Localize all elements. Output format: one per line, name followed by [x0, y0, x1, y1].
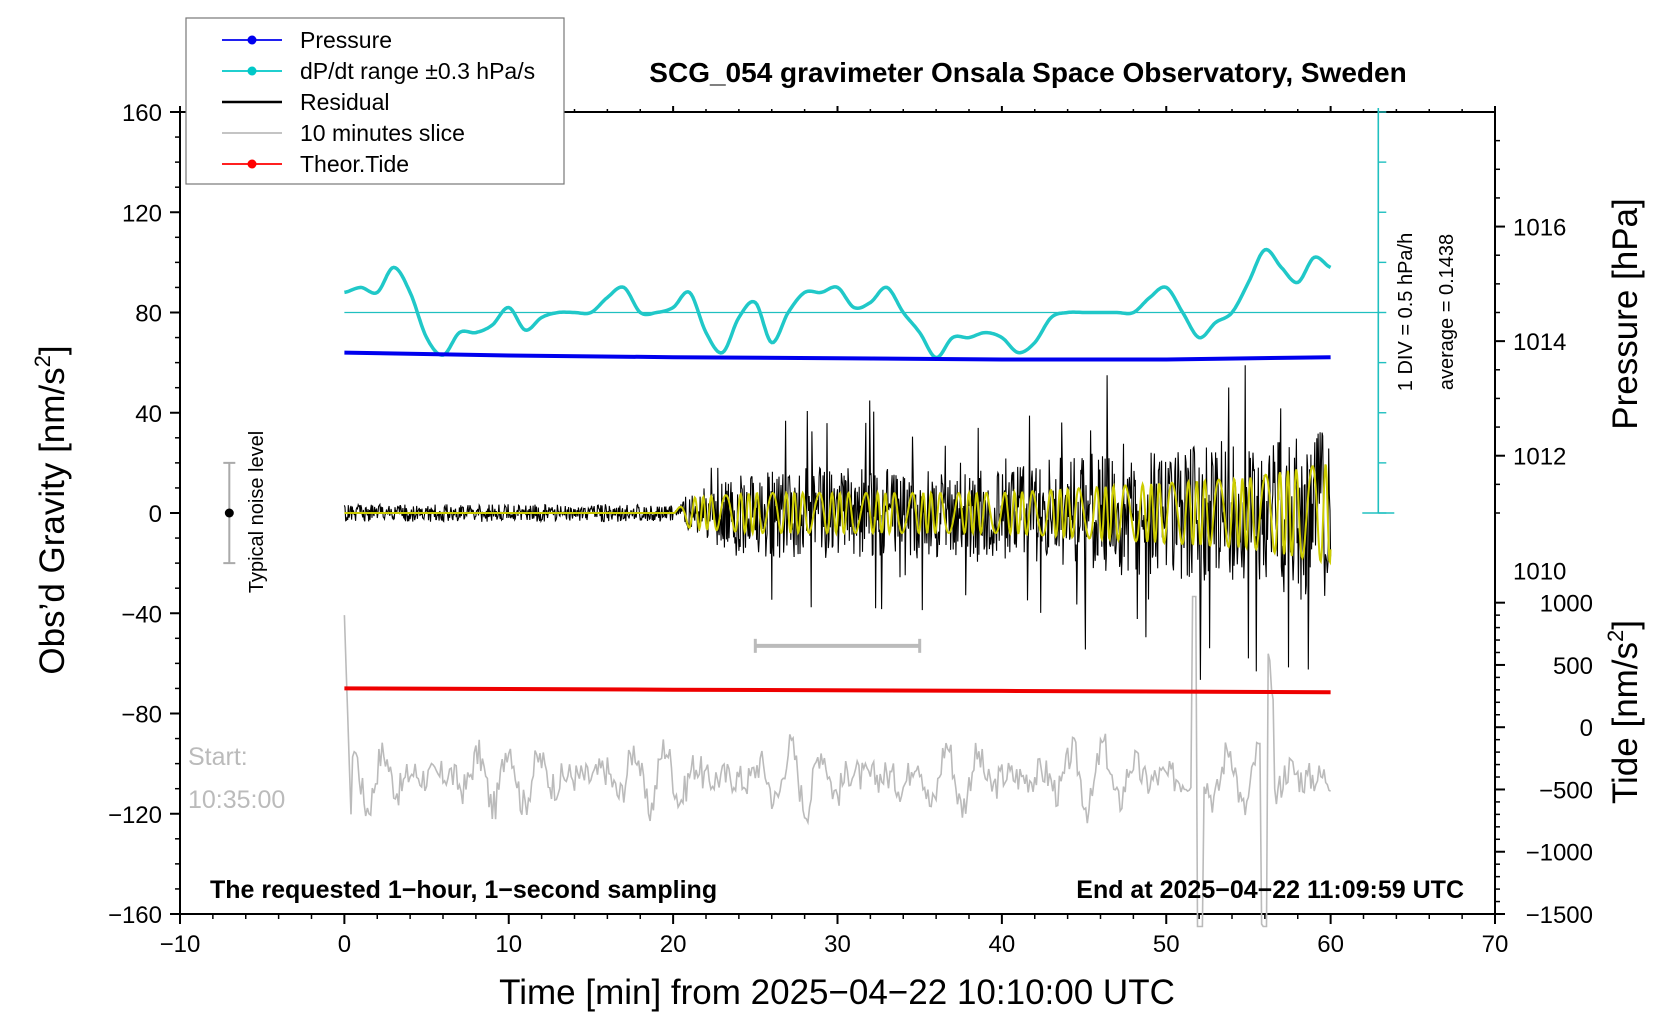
y-axis-label-left-sup: 2	[30, 355, 55, 367]
legend-marker	[247, 35, 257, 45]
x-tick-label: 40	[989, 931, 1016, 958]
start-time: 10:35:00	[188, 786, 285, 814]
x-axis-ticks: −10 0 10 20 30 40 50 60 70	[160, 106, 1509, 958]
y-axis-label-left: Obs’d Gravity [nm/s2]	[30, 345, 72, 674]
pressure-tick-label: 1012	[1513, 444, 1566, 471]
noise-center-dot	[224, 508, 234, 518]
residual-series-line	[343, 365, 1332, 680]
y-axis-label-left-end: ]	[33, 345, 72, 355]
legend-marker	[247, 159, 257, 169]
pressure-series-line	[344, 350, 1331, 362]
pressure-tick-label: 1014	[1513, 329, 1566, 356]
footer-sampling-label: The requested 1−hour, 1−second sampling	[210, 876, 717, 904]
tide-axis-label-text: Tide [nm/s	[1606, 642, 1645, 804]
dpdt-series-line	[344, 247, 1332, 360]
tide-axis-label: Tide [nm/s2]	[1603, 620, 1645, 804]
legend-label: dP/dt range ±0.3 hPa/s	[300, 58, 535, 84]
legend-marker	[247, 66, 257, 76]
y-tick-label: −120	[108, 802, 162, 829]
pressure-average-label: average = 0.1438	[1436, 234, 1458, 390]
y-tick-label: −80	[121, 702, 162, 729]
pressure-axis-ticks: 1016 1014 1012 1010	[1495, 139, 1566, 585]
footer-end-time-label: End at 2025−04−22 11:09:59 UTC	[1076, 876, 1464, 904]
legend-label: Pressure	[300, 27, 392, 53]
tide-axis-label-sup: 2	[1603, 630, 1628, 642]
noise-level-indicator	[223, 461, 236, 565]
legend-label: Theor.Tide	[300, 151, 409, 177]
legend: Pressure dP/dt range ±0.3 hPa/s Residual 10…	[222, 27, 535, 177]
noise-level-label: Typical noise level	[246, 431, 268, 593]
y-tick-label: −40	[121, 601, 162, 628]
y-tick-label: 40	[135, 401, 162, 428]
y-tick-label: 80	[135, 301, 162, 328]
y-tick-label: −160	[108, 902, 162, 929]
chart-title: SCG_054 gravimeter Onsala Space Observat…	[649, 57, 1406, 88]
slice-series-line	[343, 595, 1331, 928]
tide-tick-label: 0	[1580, 715, 1593, 742]
y-tick-label: 120	[122, 200, 162, 227]
tide-tick-label: −1500	[1526, 902, 1593, 929]
legend-label: 10 minutes slice	[300, 120, 465, 146]
tide-axis-label-end: ]	[1606, 620, 1645, 630]
x-tick-label: 30	[824, 931, 851, 958]
x-tick-label: 20	[660, 931, 687, 958]
x-tick-label: 70	[1482, 931, 1509, 958]
tide-series-line	[344, 686, 1331, 695]
x-tick-label: 0	[338, 931, 351, 958]
pressure-axis-label: Pressure [hPa]	[1606, 198, 1645, 430]
x-tick-label: 60	[1317, 931, 1344, 958]
residual-series-layer	[343, 365, 1332, 680]
start-label: Start:	[188, 743, 248, 771]
legend-label: Residual	[300, 89, 390, 115]
x-tick-label: 50	[1153, 931, 1180, 958]
y-tick-label: 0	[149, 501, 162, 528]
pressure-tick-label: 1016	[1513, 215, 1566, 242]
y-tick-label: 160	[122, 100, 162, 127]
tide-tick-label: −500	[1539, 777, 1593, 804]
tide-axis-ticks: 1000 500 0 −500 −1000 −1500	[1495, 591, 1593, 929]
y-axis-ticks: 160 120 80 40 0 −40 −80 −120 −160	[108, 100, 180, 929]
slice-series-layer	[343, 595, 1331, 928]
tide-tick-label: 500	[1553, 653, 1593, 680]
x-tick-label: −10	[160, 931, 201, 958]
pressure-scale-bar	[1362, 108, 1395, 514]
tide-tick-label: 1000	[1540, 591, 1593, 618]
pressure-scale-label: 1 DIV = 0.5 hPa/h	[1395, 233, 1417, 391]
top-series-layer	[344, 247, 1380, 695]
y-axis-label-left-text: Obs’d Gravity [nm/s	[33, 367, 72, 674]
residual-smoothed-line	[344, 464, 1332, 566]
tide-tick-label: −1000	[1526, 840, 1593, 867]
x-tick-label: 10	[495, 931, 522, 958]
x-axis-label: Time [min] from 2025−04−22 10:10:00 UTC	[499, 973, 1175, 1012]
pressure-tick-label: 1010	[1513, 558, 1566, 585]
